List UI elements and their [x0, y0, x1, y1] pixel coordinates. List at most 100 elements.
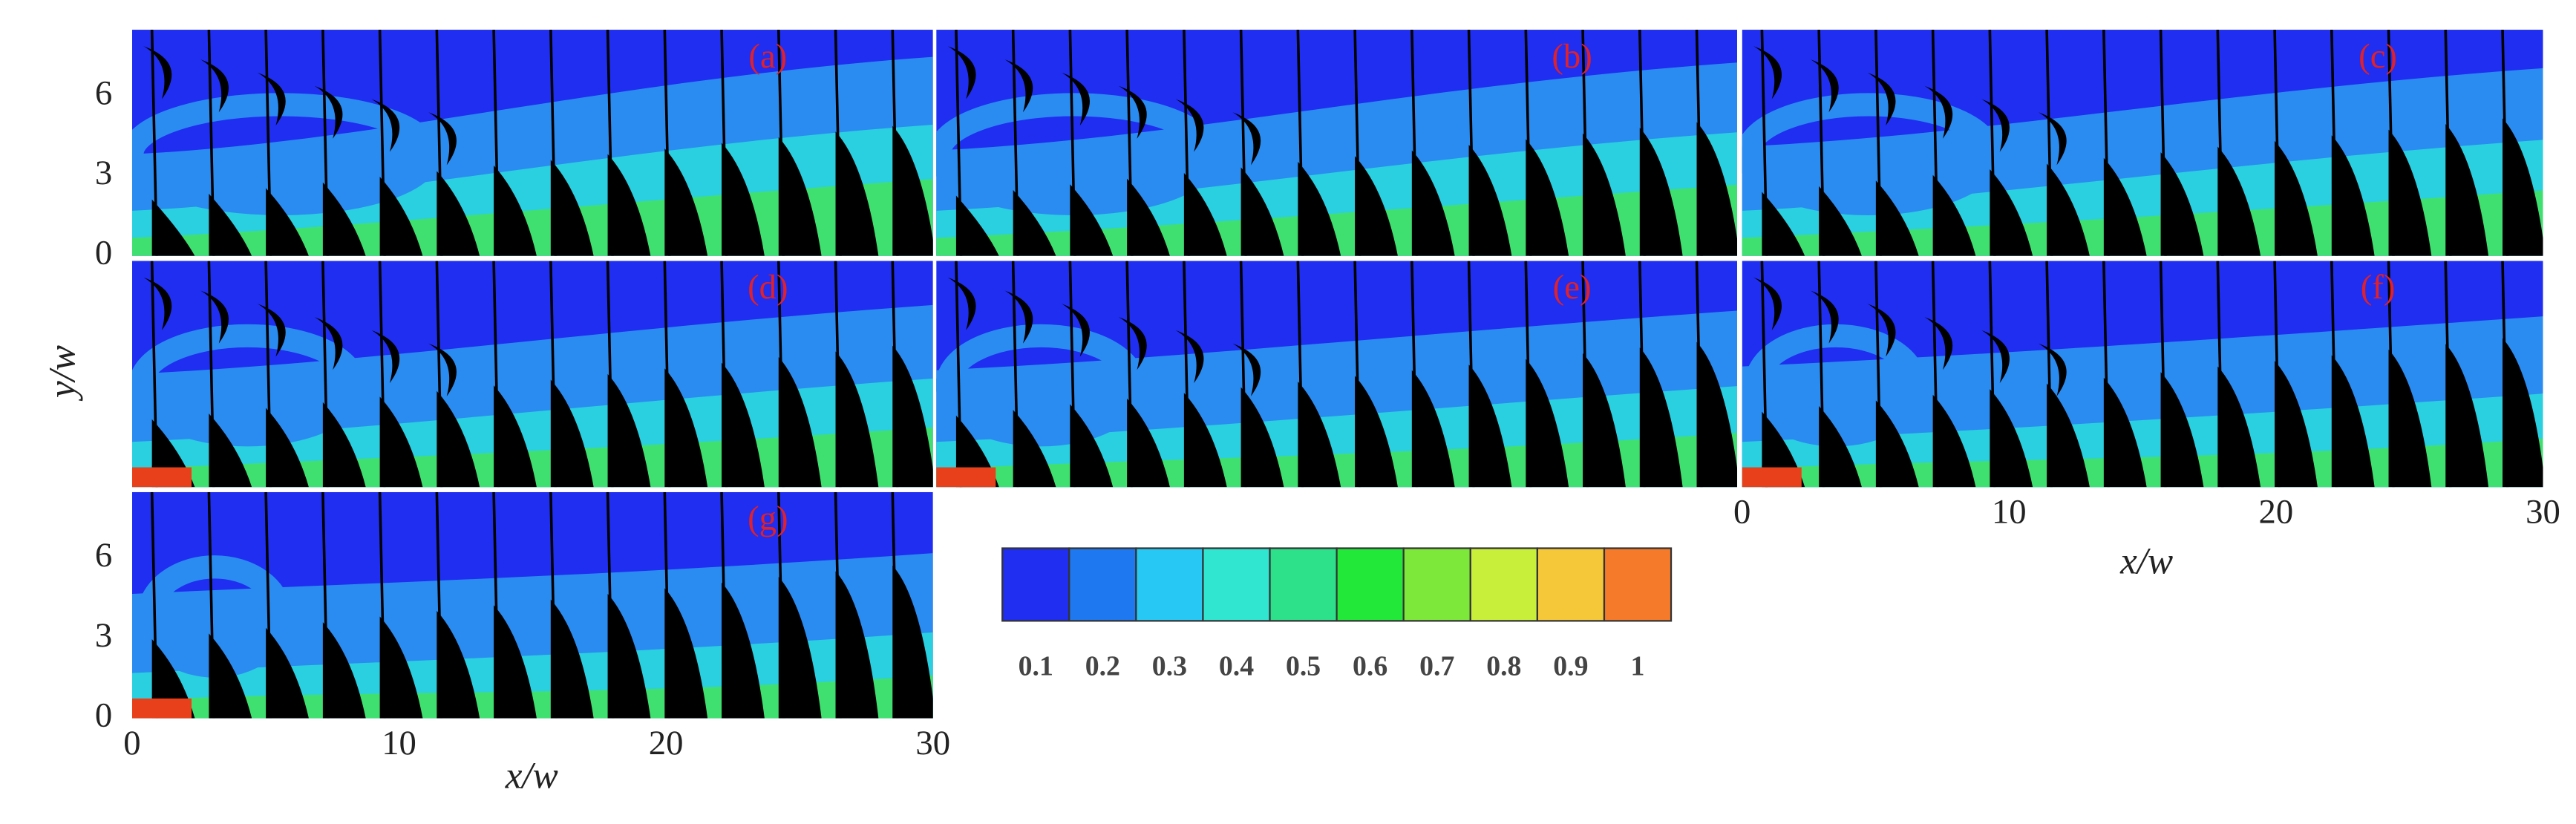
jet-wake — [947, 277, 976, 330]
wake — [1411, 370, 1455, 488]
x-tick-label: 10 — [382, 724, 416, 762]
colorbar-swatch — [1269, 547, 1338, 622]
y-tick-label: 0 — [95, 696, 112, 734]
y-axis-label: y/w — [42, 345, 84, 402]
colorbar-label: 0.1 — [1019, 651, 1053, 682]
wake — [1240, 387, 1284, 488]
wake — [266, 627, 309, 719]
wake — [2103, 157, 2147, 256]
wake — [892, 345, 933, 488]
jet-wake — [1175, 99, 1204, 152]
colorbar-label: 0.6 — [1353, 651, 1387, 682]
wake — [437, 390, 480, 488]
wake — [1240, 167, 1284, 256]
wake — [778, 137, 822, 256]
wake — [379, 616, 423, 719]
wake — [1583, 133, 1626, 256]
wake — [2275, 140, 2318, 256]
wake — [2388, 129, 2432, 256]
wake — [1013, 189, 1056, 256]
wake — [2331, 355, 2375, 488]
y-tick-label: 6 — [95, 73, 112, 112]
wake — [550, 160, 594, 256]
x-axis-label: x/w — [2119, 540, 2173, 582]
wake — [1127, 398, 1170, 488]
colorbar-label: 0.9 — [1553, 651, 1588, 682]
colorbar-label: 0.7 — [1419, 651, 1454, 682]
wake — [778, 577, 822, 719]
jet-wake — [143, 46, 172, 99]
jet-wake — [947, 46, 976, 99]
wake — [1762, 192, 1805, 256]
wake — [1526, 359, 1569, 488]
colorbar-label: 0.2 — [1085, 651, 1120, 682]
jet-wake — [1867, 304, 1896, 357]
wake — [379, 177, 423, 256]
wake — [2217, 146, 2261, 256]
wake — [2047, 163, 2090, 256]
jet-wake — [1119, 317, 1147, 370]
contour-panel — [936, 30, 1738, 256]
wake — [550, 599, 594, 719]
contour-panel — [1742, 261, 2543, 488]
colorbar-swatch — [1603, 547, 1673, 622]
wake — [778, 356, 822, 488]
wake — [892, 565, 933, 719]
wake — [1819, 406, 1862, 488]
inlet — [1742, 467, 1802, 488]
wake — [1298, 161, 1341, 256]
x-tick-label: 30 — [915, 724, 950, 762]
colorbar-label: 0.8 — [1486, 651, 1521, 682]
jet-wake — [1981, 330, 2010, 384]
colorbar-swatch — [1068, 547, 1137, 622]
jet-wake — [1004, 59, 1033, 113]
wake — [835, 351, 879, 488]
inlet — [131, 467, 192, 488]
wake — [722, 362, 765, 488]
wake — [494, 385, 537, 488]
wake — [1696, 122, 1738, 256]
x-tick-label: 0 — [123, 724, 140, 762]
wake — [722, 582, 765, 719]
jet-wake — [1062, 304, 1090, 357]
jet-wake — [428, 112, 457, 166]
x-tick-label: 30 — [2526, 493, 2560, 532]
y-tick-label: 3 — [95, 154, 112, 192]
jet-wake — [1062, 72, 1090, 126]
wake — [1127, 178, 1170, 256]
inlet — [131, 698, 192, 719]
recirculation — [1742, 93, 2001, 215]
wake — [1355, 156, 1398, 256]
wake — [1183, 173, 1227, 256]
colorbar-label: 0.5 — [1286, 651, 1321, 682]
wake — [1411, 150, 1455, 256]
colorbar-swatch — [1469, 547, 1538, 622]
wake — [209, 193, 252, 256]
jet-wake — [1811, 59, 1839, 113]
wake — [1639, 347, 1683, 488]
panel-label: (e) — [1553, 268, 1592, 307]
wake — [1639, 128, 1683, 256]
jet-wake — [258, 72, 286, 126]
wake — [1875, 400, 1919, 488]
wake — [437, 610, 480, 719]
wake — [2331, 135, 2375, 256]
x-tick-label: 10 — [1992, 493, 2027, 532]
wake — [322, 622, 366, 719]
wake — [1468, 144, 1512, 256]
wake — [379, 396, 423, 488]
colorbar-label: 0.4 — [1219, 651, 1254, 682]
wake — [607, 373, 651, 488]
wake — [322, 402, 366, 488]
wake — [607, 154, 651, 256]
colorbar-swatch — [1536, 547, 1606, 622]
wake — [494, 165, 537, 256]
colorbar-label: 0.3 — [1152, 651, 1187, 682]
wake — [2160, 372, 2204, 488]
wake — [1819, 186, 1862, 256]
jet-wake — [314, 85, 343, 139]
wake — [209, 413, 252, 488]
wake — [664, 148, 708, 256]
wake — [550, 379, 594, 488]
wake — [664, 588, 708, 719]
